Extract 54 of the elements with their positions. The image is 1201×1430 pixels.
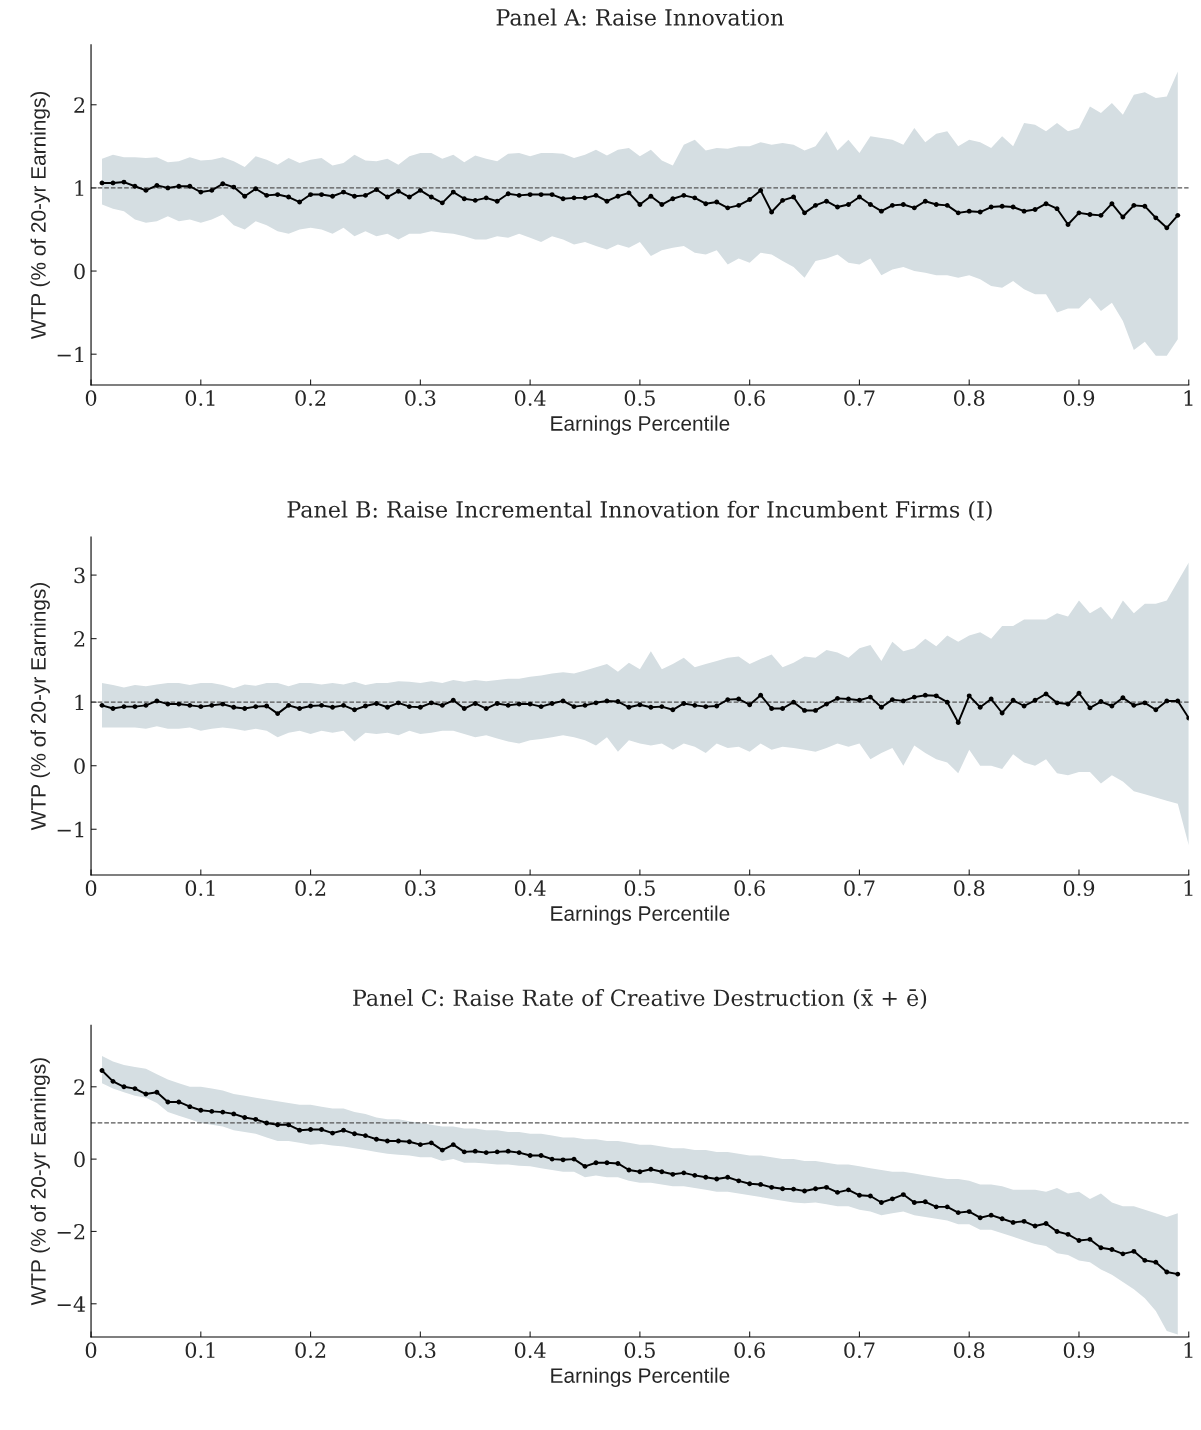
x-axis-title: Earnings Percentile	[551, 905, 730, 926]
x-tick-label: 0.5	[624, 1342, 655, 1359]
x-tick-label: 0.9	[1063, 880, 1095, 896]
y-tick-label: 2	[74, 97, 85, 113]
y-tick-label: 1	[75, 694, 84, 711]
y-tick-label: 0	[74, 758, 85, 774]
chart-title: Panel B: Raise Incremental Innovation for Incumbent Firms (I)	[287, 500, 992, 521]
x-tick-label: 0	[85, 880, 97, 896]
x-tick-label: 0.6	[734, 1342, 765, 1359]
x-tick-label: 0.5	[624, 390, 655, 406]
y-tick-label: −1	[57, 821, 84, 838]
x-tick-label: 0	[85, 390, 97, 406]
y-axis-title: WTP (% of 20-yr Earnings)	[30, 1058, 50, 1306]
x-tick-label: 0.2	[295, 390, 326, 406]
x-tick-label: 0.3	[405, 1342, 436, 1359]
x-tick-label: 0.4	[514, 390, 546, 406]
x-tick-label: 0.3	[405, 880, 436, 896]
x-tick-label: 0.1	[185, 880, 215, 896]
x-axis-title: Earnings Percentile	[551, 415, 730, 435]
y-tick-label: 3	[74, 567, 85, 584]
x-axis-title: Earnings Percentile	[551, 1367, 730, 1388]
x-tick-label: 0.9	[1063, 390, 1095, 406]
chart-title: Panel C: Raise Rate of Creative Destruction (x̄ + ē)	[353, 988, 927, 1010]
y-tick-label: 2	[74, 1079, 85, 1095]
y-tick-label: 2	[74, 631, 85, 647]
x-tick-label: 0.7	[844, 880, 875, 896]
y-tick-label: −1	[57, 346, 84, 363]
x-tick-label: 0.8	[954, 390, 985, 406]
y-tick-label: 1	[75, 180, 84, 196]
y-axis-title: WTP (% of 20-yr Earnings)	[30, 583, 50, 831]
x-tick-label: 0.8	[954, 880, 985, 896]
x-tick-label: 0.4	[514, 1342, 546, 1359]
y-tick-label: −4	[57, 1296, 86, 1312]
x-tick-label: 0.4	[514, 880, 546, 896]
x-tick-label: 0.6	[734, 390, 765, 406]
y-tick-label: 0	[74, 1151, 85, 1168]
x-tick-label: 0.3	[405, 390, 436, 406]
x-tick-label: 0.7	[844, 1342, 875, 1359]
x-tick-label: 0.5	[624, 880, 655, 896]
x-tick-label: 1	[1184, 880, 1193, 896]
y-tick-label: 0	[74, 263, 85, 280]
y-tick-label: −2	[57, 1223, 85, 1240]
x-tick-label: 0.6	[734, 880, 765, 896]
x-tick-label: 1	[1184, 390, 1193, 406]
y-axis-title: WTP (% of 20-yr Earnings)	[30, 91, 50, 340]
x-tick-label: 1	[1184, 1342, 1193, 1358]
x-tick-label: 0.7	[844, 390, 875, 406]
x-tick-label: 0.1	[185, 390, 215, 406]
x-tick-label: 0.8	[954, 1342, 985, 1359]
x-tick-label: 0.1	[185, 1342, 215, 1359]
x-tick-label: 0.9	[1063, 1342, 1095, 1359]
x-tick-label: 0.2	[295, 1342, 326, 1359]
chart-title: Panel A: Raise Innovation	[496, 8, 784, 26]
x-tick-label: 0.2	[295, 880, 326, 896]
